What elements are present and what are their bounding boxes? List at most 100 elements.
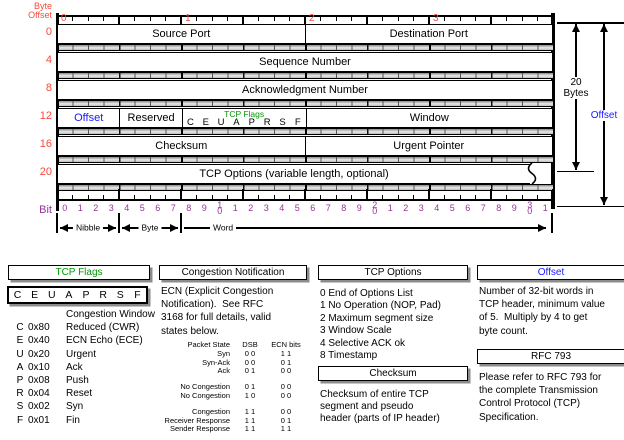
packet-state: Syn [217, 348, 230, 358]
ruler-tick [382, 194, 383, 199]
dsb-bits: 1 1 [244, 424, 256, 434]
field-acknowledgment-number: Acknowledgment Number [58, 81, 552, 99]
tcp-flags-legend: Congestion Window C 0x80 Reduced (CWR) E… [12, 308, 155, 427]
bit-number: 7 [170, 202, 176, 213]
header-row-8: Acknowledgment Number [57, 80, 553, 100]
flag-letter-key: S [16, 401, 24, 413]
byte-ruler-label: 0 [61, 12, 67, 24]
byte-offset-value: 16 [39, 138, 52, 150]
field-tcp-flags: TCP Flags C E U A P R S F [183, 109, 307, 129]
byte-offset-value: 12 [39, 110, 52, 122]
flag-description: Ack [66, 361, 83, 373]
ruler-tick [103, 194, 104, 199]
offset-panel-body: Number of 32-bit words in TCP header, mi… [479, 286, 605, 337]
field-reserved: Reserved [120, 109, 183, 127]
flag-description: Congestion Window [66, 309, 155, 320]
checksum-panel-title: Checksum [318, 366, 468, 381]
ruler-tick [179, 189, 183, 199]
flag-legend-row: U 0x20 Urgent [12, 348, 155, 361]
ruler-tick [365, 17, 369, 24]
field-label: Offset [74, 111, 104, 124]
field-label: Checksum [155, 139, 208, 152]
table-row: Congestion 1 1 0 0 [160, 406, 306, 417]
ruler-tick [444, 194, 445, 199]
dsb-bits: 0 0 [244, 348, 256, 358]
flag-legend-row: R 0x04 Reset [12, 387, 155, 400]
flag-hex-value: 0x40 [28, 335, 50, 347]
ruler-tick [506, 194, 507, 199]
flag-description: ECN Echo (ECE) [66, 335, 143, 347]
bit-number: 8 [341, 202, 347, 213]
ruler-tick [521, 194, 523, 199]
ruler-tick [196, 17, 197, 21]
ruler-tick [165, 17, 166, 21]
twenty-bytes-label: 20 Bytes [558, 77, 594, 99]
bit-number: 1 [542, 202, 548, 213]
table-row: Sender Response 1 1 1 1 [160, 425, 306, 434]
tcp-option-item: 8 Timestamp [320, 350, 378, 362]
byte-offset-value: 0 [45, 26, 52, 38]
field-label: Sequence Number [259, 55, 351, 68]
ruler-group-bar [180, 213, 183, 233]
rfc-panel-body: Please refer to RFC 793 for the complete… [479, 372, 602, 423]
flag-letter: S [279, 117, 286, 129]
flag-letter-key: E [16, 335, 24, 347]
field-label: Window [409, 111, 449, 124]
bit-number: 7 [480, 202, 486, 213]
ruler-tick [335, 194, 337, 199]
packet-state: No Congestion [180, 382, 230, 392]
ruler-tick [149, 194, 151, 199]
dsb-bits: 1 0 [244, 390, 256, 400]
flag-letter-key [12, 308, 28, 321]
field-destination-port: Destination Port [306, 25, 553, 43]
bit-separator-bar [57, 44, 553, 51]
size-annotation-top-line [557, 22, 624, 24]
ruler-group-byte: Byte [122, 222, 178, 234]
ruler-tick [351, 17, 352, 21]
ruler-tick [320, 17, 321, 21]
group-label: Byte [138, 223, 162, 233]
ecn-bits: 0 1 [280, 415, 292, 425]
torn-edge [527, 163, 537, 185]
ruler-tick [303, 17, 307, 25]
packet-state: Sender Response [169, 424, 230, 434]
bit-number: 4 [279, 202, 285, 213]
ruler-tick [72, 17, 73, 21]
table-row: Syn-Ack 0 0 0 1 [160, 358, 306, 368]
rfc-panel-title: RFC 793 [477, 349, 624, 364]
congestion-panel-title: Congestion Notification [159, 265, 307, 280]
ruler-tick [273, 17, 275, 21]
header-row-20: TCP Options (variable length, optional) [57, 163, 537, 185]
ruler-tick [87, 17, 89, 21]
bit-number: 8 [186, 202, 192, 213]
ecn-bits: 1 1 [280, 348, 292, 358]
ecn-bits: 0 0 [280, 390, 292, 400]
col-packet-state: Packet State [187, 340, 230, 349]
dsb-bits: 1 1 [244, 415, 256, 425]
packet-state: Congestion [192, 406, 230, 416]
bit-number: 7 [325, 202, 331, 213]
ruler-tick [551, 189, 555, 199]
flag-hex-value: 0x02 [28, 401, 50, 413]
ruler-tick [134, 194, 135, 199]
checksum-panel-body: Checksum of entire TCP segment and pseud… [320, 389, 440, 424]
ruler-group-bar [56, 213, 59, 233]
ruler-tick [320, 194, 321, 199]
flag-hex-value: 0x10 [28, 361, 50, 373]
table-row: Syn 0 0 1 1 [160, 348, 306, 359]
dsb-bits: 0 1 [244, 366, 256, 376]
bit-separator-bar [57, 156, 553, 163]
ruler-tick [413, 194, 414, 199]
bit-separator-bar [57, 128, 553, 135]
ruler-tick [489, 189, 493, 199]
flag-letter: C [186, 117, 194, 129]
ruler-tick [227, 194, 228, 199]
ruler-tick [459, 194, 461, 199]
bit-number: 6 [310, 202, 316, 213]
ruler-tick [289, 17, 290, 21]
flag-legend-row: S 0x02 Syn [12, 400, 155, 413]
bit-number: 3 0 [527, 200, 533, 216]
flag-letter-key: C [16, 322, 24, 334]
